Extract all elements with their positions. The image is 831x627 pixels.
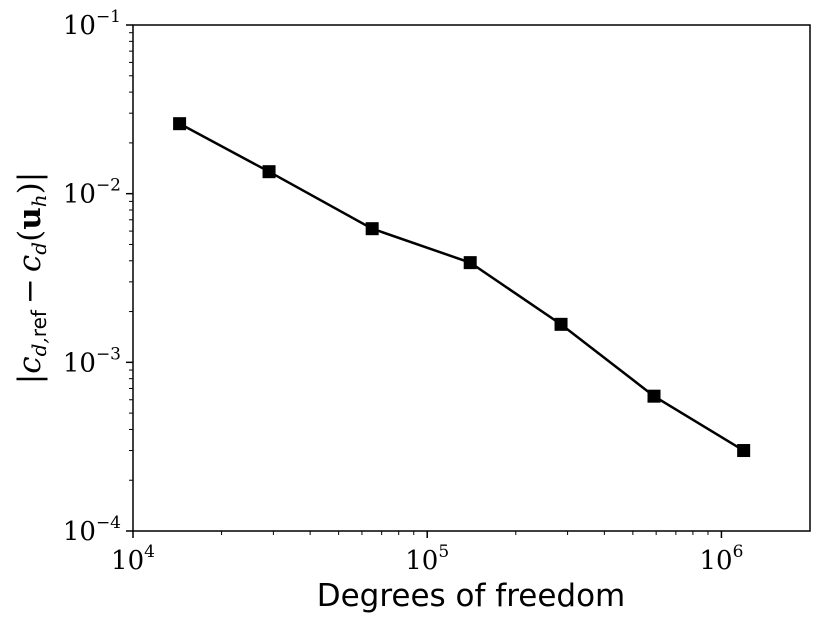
ylabel-minus: − <box>12 278 48 304</box>
plot-frame <box>132 24 811 532</box>
x-axis-label: Degrees of freedom <box>317 578 626 614</box>
x-axis-ticks: 104 105 106 <box>111 531 743 576</box>
y-tick-label: 10−3 <box>63 344 121 378</box>
y-axis-ticks: 10−4 10−3 10−2 10−1 <box>63 7 133 547</box>
y-tick-label: 10−2 <box>63 176 121 210</box>
data-point <box>647 389 661 403</box>
ylabel-bar-left: | <box>12 374 48 384</box>
ylabel-sub2: d <box>27 242 51 255</box>
ylabel-sub1-ref: ref <box>27 309 51 337</box>
y-tick-label: 10−4 <box>63 513 121 547</box>
ylabel-c2: c <box>12 255 48 272</box>
x-tick-label: 104 <box>111 542 155 576</box>
ylabel-u-sub: h <box>27 194 51 207</box>
ylabel-close-paren: ) <box>12 182 48 194</box>
ylabel-open-paren: ( <box>12 230 48 242</box>
y-tick-label: 10−1 <box>63 7 121 41</box>
ylabel-c1: c <box>12 356 48 373</box>
series-markers <box>173 117 751 458</box>
ylabel-u: u <box>12 207 48 230</box>
ylabel-sub1: d, <box>27 337 51 356</box>
x-tick-label: 106 <box>699 542 743 576</box>
data-point <box>463 256 477 270</box>
data-point <box>262 165 276 179</box>
data-point <box>173 117 187 131</box>
data-point <box>554 317 568 331</box>
data-point <box>737 444 751 458</box>
y-axis-label: |cd,ref−cd(uh)| <box>12 172 51 384</box>
x-tick-label: 105 <box>405 542 449 576</box>
ylabel-bar-right: | <box>12 172 48 182</box>
data-point <box>365 222 379 236</box>
